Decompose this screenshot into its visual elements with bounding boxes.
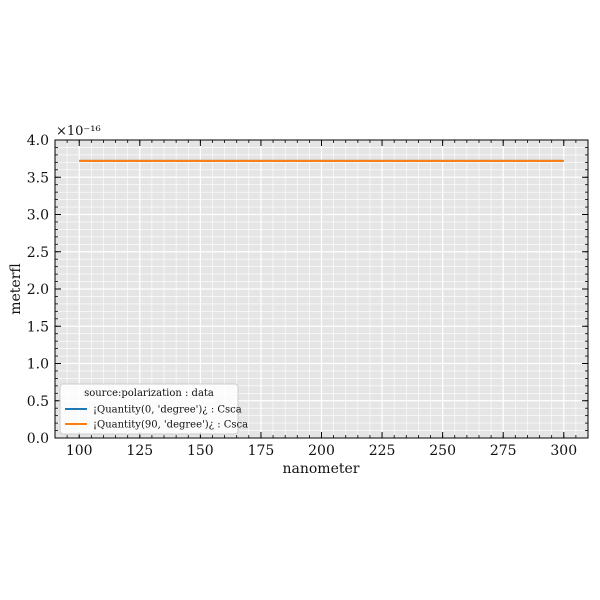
legend-box [59, 383, 239, 435]
x-tick-label: 100 [66, 443, 93, 459]
x-tick-label: 300 [550, 443, 577, 459]
y-tick-label: 2.0 [27, 282, 49, 298]
x-tick-label: 200 [308, 443, 335, 459]
x-tick-label: 275 [490, 443, 517, 459]
y-tick-label: 1.0 [27, 357, 49, 373]
y-tick-label: 2.5 [27, 245, 49, 261]
x-tick-label: 225 [369, 443, 396, 459]
y-tick-label: 0.0 [27, 431, 49, 447]
x-tick-label: 125 [126, 443, 153, 459]
x-axis-label: nanometer [283, 461, 360, 477]
x-tick-label: 250 [429, 443, 456, 459]
x-tick-label: 150 [187, 443, 214, 459]
legend-title: source:polarization : data [84, 388, 214, 399]
legend-label-1: ¡Quantity(90, 'degree')¿ : Csca [93, 420, 248, 431]
y-tick-label: 4.0 [27, 133, 49, 149]
x-tick-label: 175 [248, 443, 275, 459]
legend-label-0: ¡Quantity(0, 'degree')¿ : Csca [93, 405, 242, 416]
y-offset-text: ×10⁻¹⁶ [56, 124, 101, 139]
y-tick-label: 0.5 [27, 394, 49, 410]
y-tick-label: 1.5 [27, 319, 49, 335]
y-axis-label: meterﬂ [8, 263, 24, 315]
y-tick-label: 3.0 [27, 208, 49, 224]
y-tick-label: 3.5 [27, 170, 49, 186]
